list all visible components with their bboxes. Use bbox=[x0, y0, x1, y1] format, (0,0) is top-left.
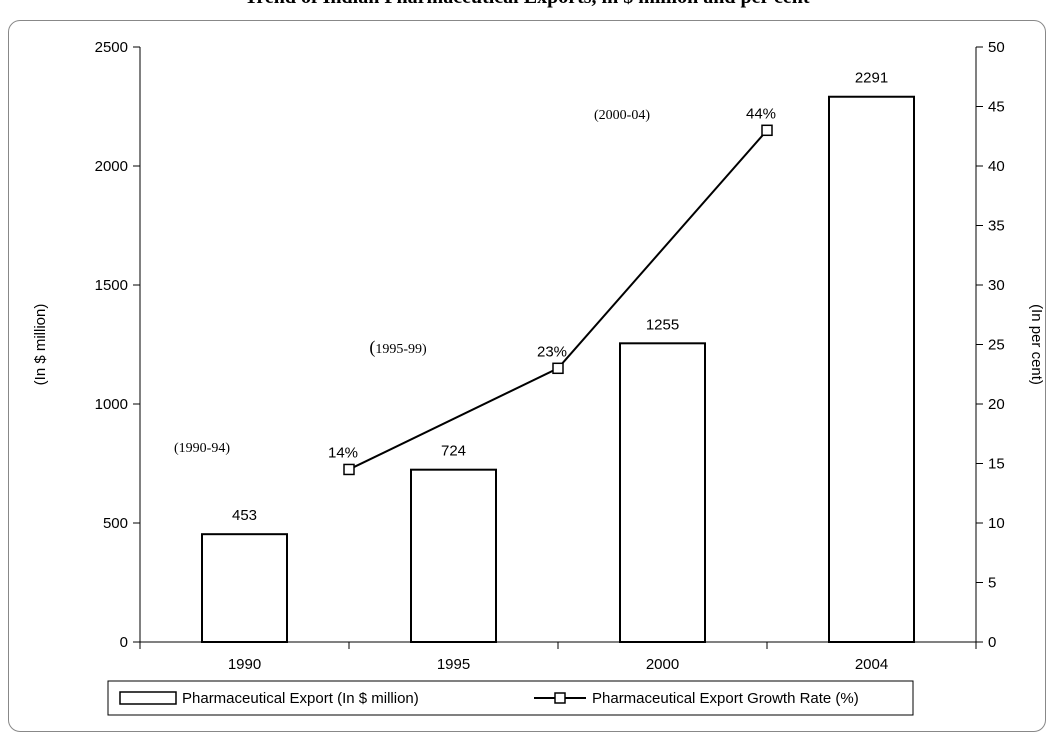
legend-line-label: Pharmaceutical Export Growth Rate (%) bbox=[592, 690, 859, 707]
x-tick-label: 2000 bbox=[646, 656, 679, 673]
y2-tick-label: 35 bbox=[988, 218, 1005, 235]
period-label: (1990-94) bbox=[174, 441, 230, 456]
growth-marker bbox=[552, 362, 564, 375]
growth-value-label: 23% bbox=[537, 343, 567, 360]
growth-line-series bbox=[343, 124, 773, 476]
period-open-paren: ( bbox=[369, 337, 375, 358]
bar-value-label: 2291 bbox=[855, 70, 888, 87]
y2-tick-label: 10 bbox=[988, 515, 1005, 532]
bar-value-label: 1255 bbox=[646, 316, 679, 333]
y-tick-label: 2500 bbox=[95, 39, 128, 56]
period-text: 1995-99) bbox=[375, 342, 427, 357]
bar bbox=[201, 533, 288, 643]
period-label: (1995-99) bbox=[369, 337, 427, 358]
y-tick-label: 1500 bbox=[95, 277, 128, 294]
chart-axes: 0 500 1000 1500 2000 2500 0 5 10 15 20 25 30 35 40 45 50… bbox=[32, 39, 1045, 673]
y2-tick-label: 50 bbox=[988, 39, 1005, 56]
bar-value-label: 453 bbox=[232, 507, 257, 524]
bar-value-label: 724 bbox=[441, 443, 466, 460]
legend-line-marker bbox=[554, 692, 566, 704]
growth-marker bbox=[761, 124, 773, 137]
y2-tick-label: 30 bbox=[988, 277, 1005, 294]
legend-box bbox=[107, 680, 914, 716]
y2-tick-label: 15 bbox=[988, 456, 1005, 473]
y2-tick-label: 20 bbox=[988, 396, 1005, 413]
y-tick-label: 500 bbox=[103, 515, 128, 532]
data-labels: 453 724 1255 2291 14% 23% 44% (1990-94) (1995-99… bbox=[174, 70, 888, 524]
y-axis-title: (In $ million) bbox=[32, 304, 49, 386]
bar bbox=[828, 95, 915, 643]
y-tick-label: 1000 bbox=[95, 396, 128, 413]
growth-value-label: 44% bbox=[746, 105, 776, 122]
legend-bar-swatch bbox=[119, 691, 177, 705]
x-tick-label: 2004 bbox=[855, 656, 888, 673]
y2-tick-label: 0 bbox=[988, 634, 996, 651]
y2-tick-label: 25 bbox=[988, 337, 1005, 354]
legend: Pharmaceutical Export (In $ million) Pha… bbox=[107, 680, 914, 716]
y2-tick-label: 40 bbox=[988, 158, 1005, 175]
bar bbox=[619, 342, 706, 643]
chart-title: Trend of Indian Pharmaceutical Exports, … bbox=[0, 0, 1054, 9]
growth-value-label: 14% bbox=[328, 444, 358, 461]
y2-tick-label: 45 bbox=[988, 99, 1005, 116]
x-tick-label: 1990 bbox=[228, 656, 261, 673]
chart-frame bbox=[8, 20, 1046, 732]
y2-tick-label: 5 bbox=[988, 575, 996, 592]
x-tick-label: 1995 bbox=[437, 656, 470, 673]
y-tick-label: 0 bbox=[120, 634, 128, 651]
y2-axis-title: (In per cent) bbox=[1028, 304, 1045, 385]
bar bbox=[410, 468, 497, 643]
legend-bar-label: Pharmaceutical Export (In $ million) bbox=[182, 690, 419, 707]
period-label: (2000-04) bbox=[594, 108, 650, 123]
bar-series bbox=[201, 95, 915, 643]
y-tick-label: 2000 bbox=[95, 158, 128, 175]
growth-marker bbox=[343, 463, 355, 476]
